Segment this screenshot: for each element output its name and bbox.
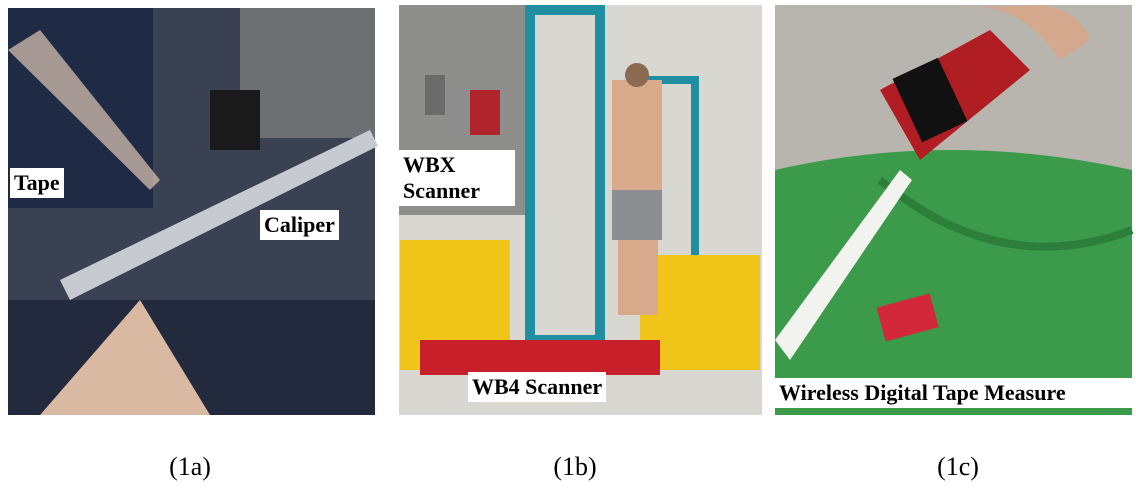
panel-caption: (1a) [169,452,211,481]
photo-1a [8,8,378,415]
image-label: Caliper [260,210,339,240]
image-label: WBX Scanner [399,150,515,206]
image-label: Wireless Digital Tape Measure [775,378,1132,408]
image-label: WB4 Scanner [468,372,607,402]
photo-1b [399,5,762,415]
panel-caption: (1c) [937,452,979,481]
image-label: Tape [10,168,64,198]
panel-caption: (1b) [553,452,597,481]
photo-1c [775,5,1134,415]
